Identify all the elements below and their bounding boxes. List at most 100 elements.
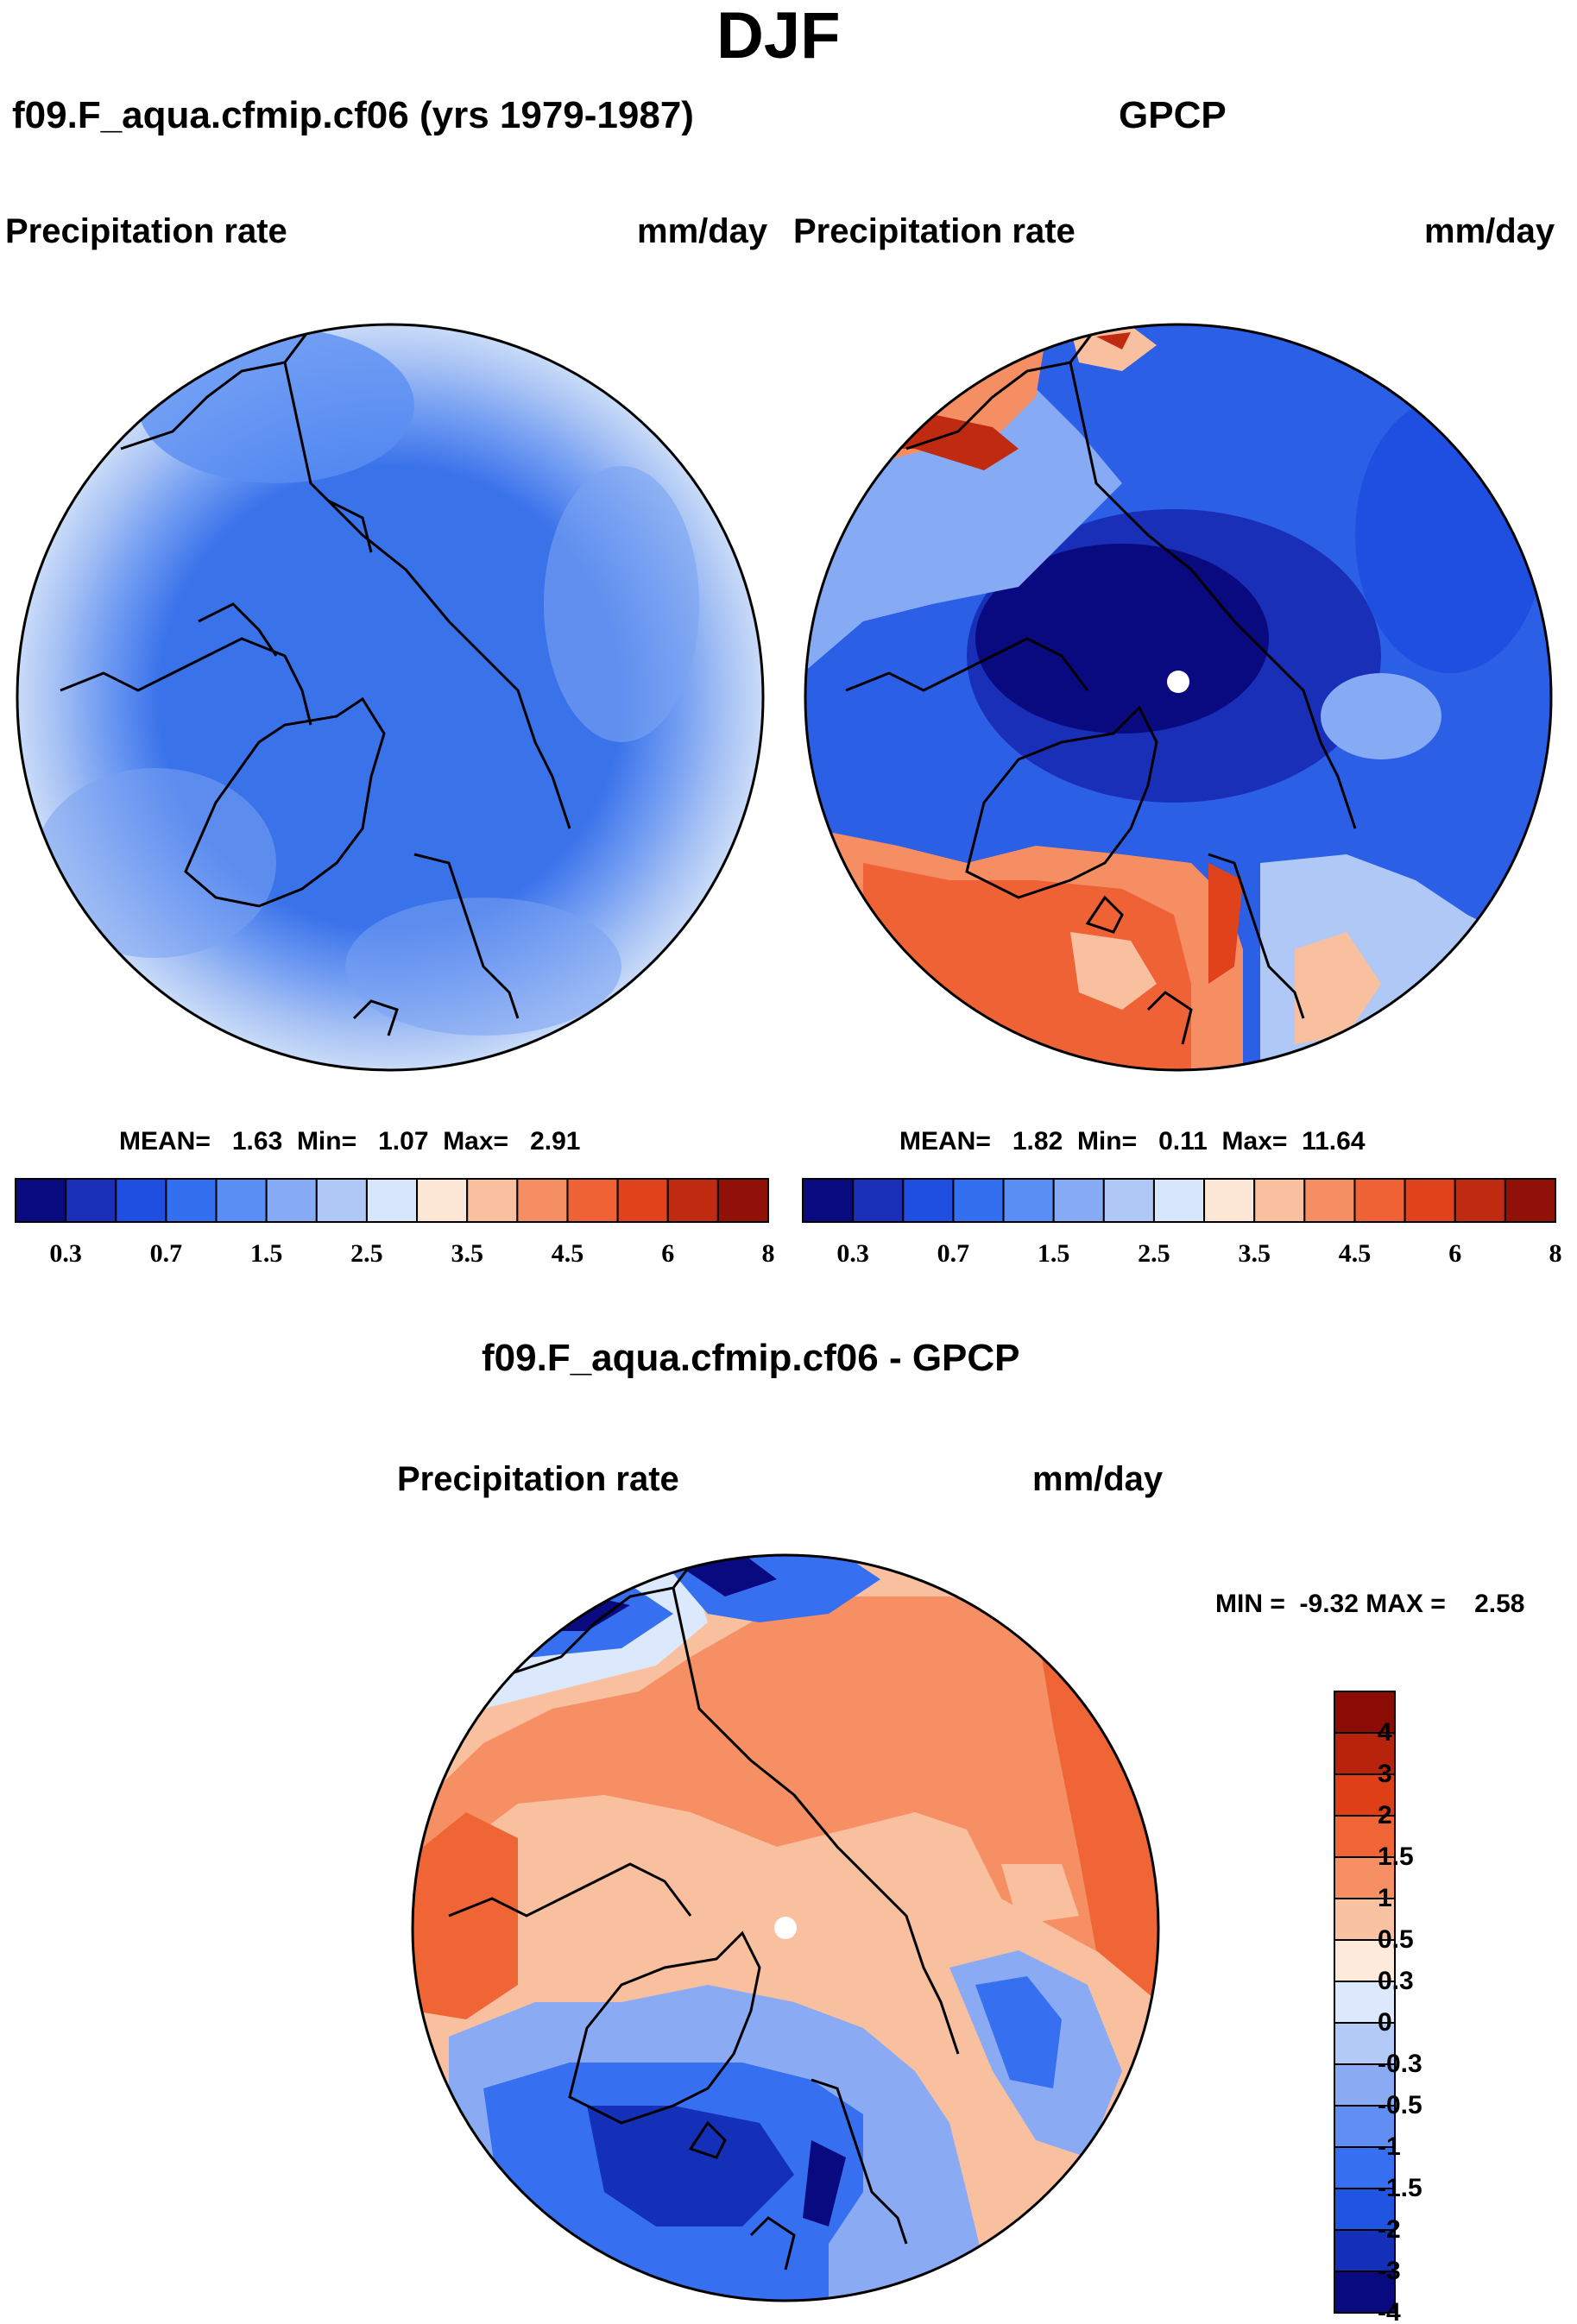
- obs-stats: MEAN= 1.82 Min= 0.11 Max= 11.64: [899, 1129, 1366, 1155]
- diff-colorbar-swatch: [1334, 1815, 1396, 1858]
- season-title: DJF: [716, 0, 841, 72]
- model-max-value: 2.91: [530, 1127, 581, 1156]
- diff-colorbar-swatch: [1334, 2270, 1396, 2314]
- diff-colorbar-tick-label: -3: [1378, 2257, 1401, 2285]
- model-colorbar-tick-label: 4.5: [551, 1239, 584, 1268]
- diff-units-label: mm/day: [1032, 1460, 1164, 1498]
- obs-pole-hole: [1167, 671, 1189, 693]
- model-mean-value: 1.63: [231, 1127, 283, 1156]
- obs-colorbar-swatch: [1504, 1178, 1556, 1223]
- obs-colorbar-tick-label: 4.5: [1338, 1239, 1372, 1268]
- diff-colorbar: [1334, 1691, 1396, 2314]
- model-colorbar-tick-label: 2.5: [350, 1239, 383, 1268]
- model-colorbar-tick-label: 0.3: [49, 1239, 82, 1268]
- model-precip-field: [17, 324, 763, 1070]
- diff-colorbar-tick-label: -4: [1378, 2298, 1401, 2324]
- model-colorbar-swatch: [315, 1178, 368, 1223]
- obs-mean-label: MEAN=: [899, 1127, 991, 1156]
- diff-colorbar-swatch: [1334, 2146, 1396, 2189]
- obs-min-value: 0.11: [1158, 1127, 1208, 1156]
- diff-colorbar-tick-label: 0.5: [1378, 1925, 1414, 1954]
- diff-colorbar-swatch: [1334, 1898, 1396, 1941]
- obs-mean-value: 1.82: [1012, 1127, 1063, 1156]
- model-colorbar-tick-label: 6: [661, 1239, 675, 1268]
- model-map-boundary: [16, 323, 765, 1072]
- obs-colorbar-swatch: [1404, 1178, 1456, 1223]
- obs-colorbar-tick-label: 8: [1549, 1239, 1562, 1268]
- obs-variable-label: Precipitation rate: [793, 212, 1076, 250]
- model-colorbar-swatch: [566, 1178, 619, 1223]
- diff-colorbar-tick-label: -1.5: [1378, 2174, 1422, 2202]
- obs-units-label: mm/day: [1424, 212, 1555, 250]
- model-colorbar-swatch: [466, 1178, 519, 1223]
- obs-min-label: Min=: [1076, 1127, 1138, 1156]
- diff-colorbar-swatch: [1334, 2105, 1396, 2148]
- diff-colorbar-swatch: [1334, 1981, 1396, 2024]
- obs-colorbar-swatch: [1052, 1178, 1105, 1223]
- obs-colorbar-tick-label: 0.7: [937, 1239, 970, 1268]
- obs-panel-title: GPCP: [1119, 94, 1227, 136]
- model-colorbar-swatch: [616, 1178, 669, 1223]
- model-max-label: Max=: [443, 1127, 509, 1156]
- model-colorbar-swatch: [265, 1178, 318, 1223]
- obs-max-label: Max=: [1221, 1127, 1288, 1156]
- obs-colorbar-swatch: [1152, 1178, 1206, 1223]
- diff-colorbar-tick-label: -1: [1378, 2132, 1401, 2161]
- model-colorbar-tick-label: 0.7: [149, 1239, 183, 1268]
- obs-colorbar-swatch: [952, 1178, 1005, 1223]
- diff-map-boundary: [411, 1553, 1160, 2302]
- obs-colorbar-swatch: [1253, 1178, 1306, 1223]
- model-colorbar-tick-label: 3.5: [451, 1239, 483, 1268]
- model-colorbar-swatch: [115, 1178, 167, 1223]
- obs-coastlines: [845, 324, 1409, 1045]
- diff-colorbar-tick-label: 4: [1378, 1718, 1392, 1747]
- obs-colorbar-swatch: [1454, 1178, 1506, 1223]
- model-colorbar-swatch: [716, 1178, 769, 1223]
- model-units-label: mm/day: [637, 212, 768, 250]
- model-colorbar-tick-label: 1.5: [249, 1239, 283, 1268]
- obs-colorbar-tick-label: 6: [1448, 1239, 1462, 1268]
- diff-colorbar-swatch: [1334, 1732, 1396, 1775]
- obs-colorbar-swatch: [1353, 1178, 1406, 1223]
- obs-colorbar-swatch: [902, 1178, 955, 1223]
- diff-coastlines: [448, 1555, 1012, 2270]
- diff-panel-title: f09.F_aqua.cfmip.cf06 - GPCP: [482, 1337, 1020, 1379]
- diff-colorbar-tick-label: -2: [1378, 2215, 1401, 2244]
- model-colorbar-swatch: [215, 1178, 268, 1223]
- obs-colorbar-tick-label: 3.5: [1238, 1239, 1271, 1268]
- diff-colorbar-tick-label: 1: [1378, 1884, 1392, 1912]
- obs-colorbar-tick-label: 0.3: [836, 1239, 869, 1268]
- diff-colorbar-tick-label: 0.3: [1378, 1967, 1414, 1995]
- diff-colorbar-swatch: [1334, 1856, 1396, 1899]
- diff-colorbar-swatch: [1334, 2022, 1396, 2065]
- model-colorbar-swatch: [416, 1178, 469, 1223]
- diff-colorbar-swatch: [1334, 2229, 1396, 2272]
- diff-colorbar-tick-label: -0.5: [1378, 2091, 1422, 2119]
- model-variable-label: Precipitation rate: [5, 212, 287, 250]
- obs-colorbar-tick-label: 1.5: [1037, 1239, 1070, 1268]
- diff-minmax: MIN = -9.32 MAX = 2.58: [1215, 1590, 1525, 1618]
- model-min-value: 1.07: [378, 1127, 429, 1156]
- obs-max-value: 11.64: [1302, 1127, 1366, 1156]
- diff-colorbar-tick-label: 1.5: [1378, 1842, 1414, 1871]
- obs-map-boundary: [804, 323, 1553, 1072]
- model-min-label: Min=: [296, 1127, 357, 1156]
- model-colorbar-tick-label: 8: [761, 1239, 775, 1268]
- diff-colorbar-swatch: [1334, 2188, 1396, 2231]
- obs-colorbar: [802, 1178, 1556, 1223]
- diff-colorbar-tick-label: -0.3: [1378, 2050, 1422, 2078]
- model-stats: MEAN= 1.63 Min= 1.07 Max= 2.91: [119, 1129, 580, 1155]
- model-panel-title: f09.F_aqua.cfmip.cf06 (yrs 1979-1987): [12, 94, 694, 136]
- diff-pole-hole: [774, 1917, 797, 1939]
- diff-variable-label: Precipitation rate: [397, 1460, 679, 1498]
- diff-colorbar-tick-label: 3: [1378, 1760, 1392, 1788]
- model-mean-label: MEAN=: [119, 1127, 211, 1156]
- model-colorbar: [15, 1178, 769, 1223]
- model-colorbar-swatch: [165, 1178, 218, 1223]
- diff-colorbar-tick-label: 0: [1378, 2008, 1392, 2037]
- diff-colorbar-tick-label: 2: [1378, 1801, 1392, 1830]
